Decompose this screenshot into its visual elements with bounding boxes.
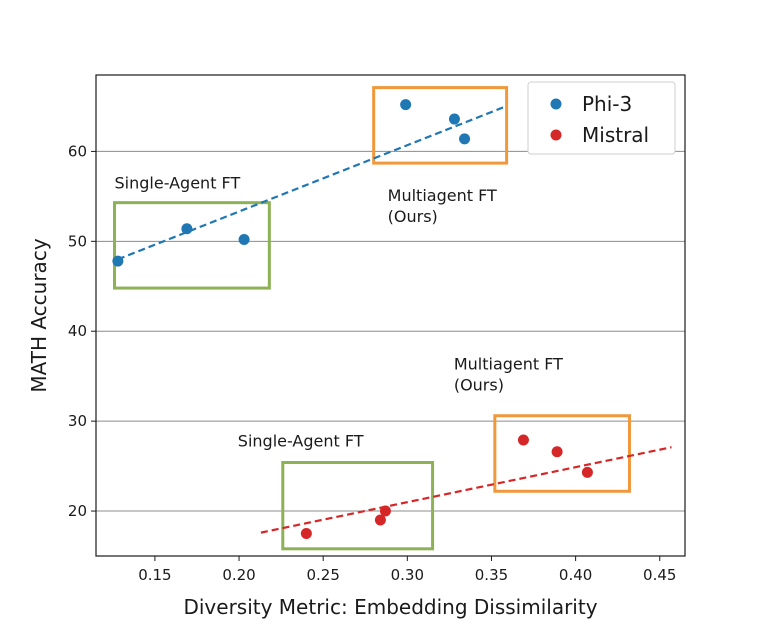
group-label: Single-Agent FT (115, 174, 241, 193)
x-tick-label: 0.20 (222, 566, 255, 584)
x-tick-label: 0.45 (643, 566, 676, 584)
x-tick-label: 0.40 (559, 566, 592, 584)
data-point (300, 528, 312, 540)
data-point (374, 514, 386, 526)
y-tick-label: 20 (68, 502, 87, 520)
data-point (379, 505, 391, 517)
legend-label: Phi-3 (582, 92, 632, 116)
data-points (112, 99, 593, 540)
data-point (581, 466, 593, 478)
trend-lines (117, 106, 672, 534)
legend-marker (550, 129, 562, 141)
group-box (372, 86, 509, 165)
plot-frame (95, 74, 686, 557)
y-tick-label: 30 (68, 412, 87, 430)
y-axis-title: MATH Accuracy (27, 238, 51, 392)
legend-label: Mistral (582, 123, 649, 147)
data-point (517, 434, 529, 446)
group-label: Multiagent FT (Ours) (454, 355, 563, 395)
data-point (238, 234, 250, 246)
x-axis-ticks: 0.15 0.20 0.25 0.30 0.35 0.40 0.45 (138, 556, 676, 584)
group-label: Single-Agent FT (238, 431, 364, 450)
group-box (113, 201, 271, 290)
group-box (493, 414, 631, 493)
group-box (281, 460, 435, 551)
group-label: Multiagent FT (Ours) (388, 186, 497, 226)
x-axis-title: Diversity Metric: Embedding Dissimilarit… (183, 595, 597, 619)
data-point (400, 99, 412, 111)
y-tick-label: 60 (68, 142, 87, 160)
group-boxes (113, 86, 631, 551)
x-tick-label: 0.25 (306, 566, 339, 584)
data-point (459, 133, 471, 145)
data-point (112, 255, 124, 267)
legend-frame (527, 81, 676, 155)
group-annotations: Single-Agent FT Multiagent FT (Ours) Single… (115, 174, 564, 451)
x-tick-label: 0.15 (138, 566, 171, 584)
data-point (181, 223, 193, 235)
y-tick-label: 40 (68, 322, 87, 340)
y-tick-label: 50 (68, 232, 87, 250)
legend-marker (550, 98, 562, 110)
legend: Phi-3 Mistral (527, 81, 676, 155)
gridlines (96, 150, 685, 512)
trend-line (117, 106, 504, 261)
y-axis-ticks: 20 30 40 50 60 (68, 142, 96, 520)
trend-line (260, 446, 672, 534)
x-tick-label: 0.35 (475, 566, 508, 584)
data-point (448, 113, 460, 125)
data-point (551, 446, 563, 458)
x-tick-label: 0.30 (391, 566, 424, 584)
